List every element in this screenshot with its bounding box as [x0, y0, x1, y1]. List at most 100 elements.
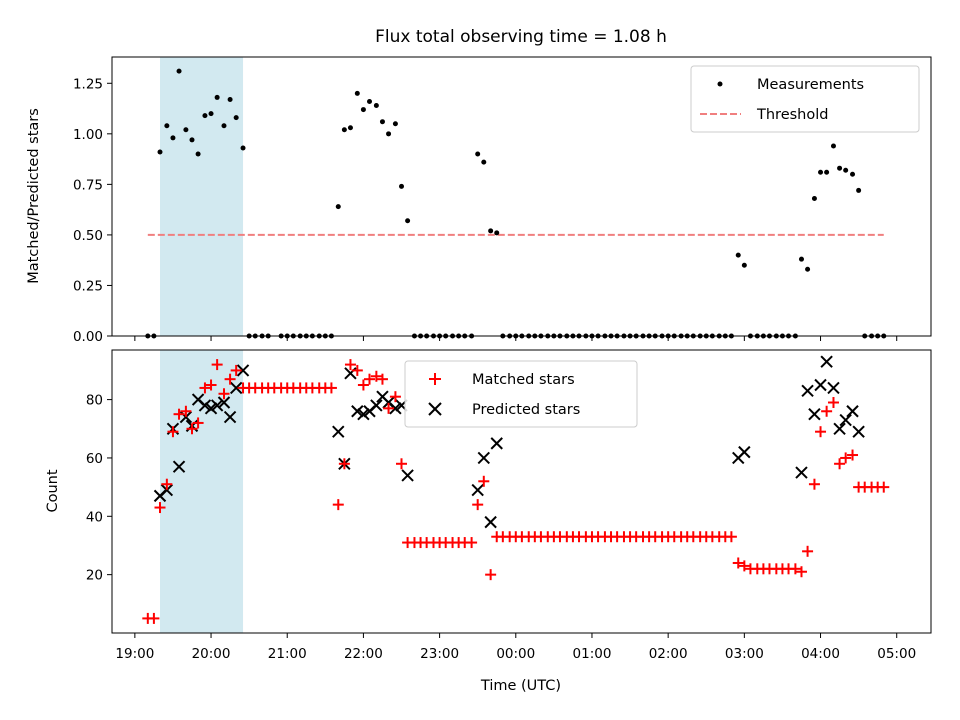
- matched-star-point: [821, 405, 833, 417]
- x-axis-label: Time (UTC): [480, 678, 561, 694]
- legend-threshold-label: Threshold: [756, 107, 828, 123]
- measurement-point: [367, 98, 373, 104]
- measurement-point: [481, 159, 487, 165]
- x-tick-label: 21:00: [268, 646, 307, 662]
- predicted-star-point: [801, 384, 814, 398]
- x-tick-label: 05:00: [877, 646, 916, 662]
- matched-star-point: [878, 481, 890, 493]
- matched-star-point: [211, 359, 223, 371]
- legend-matched-marker: [429, 373, 441, 385]
- top-legend: Measurements Threshold: [690, 65, 920, 133]
- matched-star-point: [795, 566, 807, 578]
- top-y-tick-label: 0.25: [73, 278, 103, 294]
- matched-star-point: [332, 499, 344, 511]
- measurement-point: [240, 145, 246, 151]
- measurement-point: [360, 107, 366, 113]
- predicted-star-point: [820, 355, 833, 368]
- predicted-star-point: [852, 425, 865, 438]
- measurement-point: [176, 68, 182, 74]
- measurement-point: [830, 143, 836, 149]
- legend-matched-label: Matched stars: [472, 372, 575, 388]
- top-panel: Flux total observing time = 1.08 h 0.00 0…: [26, 27, 932, 345]
- measurement-point: [208, 111, 214, 117]
- top-y-tick-label: 0.75: [73, 177, 103, 193]
- matched-star-point: [389, 391, 401, 403]
- matched-star-point: [815, 426, 827, 438]
- matched-star-point: [173, 408, 185, 420]
- predicted-star-point: [833, 422, 846, 435]
- predicted-star-point: [827, 381, 840, 395]
- measurement-point: [341, 127, 347, 133]
- matched-star-point: [466, 537, 478, 549]
- matched-star-point: [808, 478, 820, 490]
- measurement-point: [335, 204, 341, 210]
- bottom-y-tick-label: 80: [86, 393, 103, 409]
- measurement-point: [837, 165, 843, 171]
- bottom-plot-frame: [111, 349, 932, 634]
- matched-star-point: [364, 373, 376, 385]
- legend-measurements-label: Measurements: [757, 77, 864, 93]
- matched-star-point: [485, 569, 497, 581]
- top-y-tick-label: 1.00: [73, 127, 103, 143]
- matched-star-point: [847, 449, 859, 461]
- legend-predicted-label: Predicted stars: [472, 402, 580, 418]
- measurement-point: [735, 252, 741, 258]
- measurement-point: [475, 151, 481, 157]
- measurement-point: [164, 123, 170, 129]
- x-tick-label: 01:00: [573, 646, 612, 662]
- matched-star-point: [167, 426, 179, 438]
- predicted-star-point: [236, 364, 250, 377]
- matched-star-point: [827, 397, 839, 409]
- matched-star-point: [218, 388, 230, 400]
- predicted-star-point: [738, 445, 751, 459]
- predicted-star-point: [389, 402, 402, 415]
- predicted-star-point: [846, 405, 859, 418]
- predicted-star-point: [401, 469, 414, 482]
- measurement-point: [227, 96, 233, 102]
- x-tick-label: 23:00: [420, 646, 459, 662]
- measurement-point: [488, 228, 494, 234]
- matched-star-point: [192, 417, 204, 429]
- bottom-y-tick-label: 60: [86, 451, 103, 467]
- measurement-point: [202, 113, 208, 119]
- measurement-point: [798, 256, 804, 262]
- matched-star-point: [802, 545, 814, 557]
- x-tick-label: 04:00: [801, 646, 840, 662]
- matched-star-point: [383, 402, 395, 414]
- measurement-point: [843, 167, 849, 173]
- measurement-point: [392, 121, 398, 127]
- measurement-point: [189, 137, 195, 143]
- matched-star-point: [357, 379, 369, 391]
- measurement-point: [157, 149, 163, 155]
- predicted-star-point: [204, 402, 218, 415]
- predicted-star-point: [370, 399, 383, 412]
- predicted-star-point: [210, 399, 224, 412]
- measurement-point: [494, 230, 500, 236]
- bottom-y-tick-label: 40: [86, 509, 103, 525]
- measurement-point: [183, 127, 189, 133]
- predicted-star-point: [172, 460, 186, 473]
- measurement-point: [170, 135, 176, 141]
- measurement-point: [405, 218, 411, 224]
- measurement-point: [221, 123, 227, 129]
- matched-star-point: [370, 370, 382, 382]
- predicted-star-point: [198, 399, 212, 412]
- predicted-star-point: [223, 410, 237, 424]
- predicted-star-point: [160, 483, 174, 497]
- legend-measurements-marker: [717, 81, 723, 87]
- predicted-star-point: [808, 407, 821, 421]
- top-y-axis-label: Matched/Predicted stars: [26, 108, 42, 284]
- predicted-star-point: [839, 413, 852, 427]
- matched-star-point: [186, 423, 198, 435]
- matched-star-point: [224, 373, 236, 385]
- bottom-legend: Matched stars Predicted stars: [404, 360, 638, 428]
- predicted-star-point: [477, 451, 490, 465]
- measurement-point: [379, 119, 385, 125]
- matched-star-point: [738, 560, 750, 572]
- predicted-star-point: [229, 381, 243, 395]
- measurement-point: [195, 151, 201, 157]
- measurement-point: [347, 125, 353, 131]
- matched-star-point: [154, 502, 166, 514]
- predicted-star-point: [490, 437, 503, 450]
- x-tick-label: 03:00: [725, 646, 764, 662]
